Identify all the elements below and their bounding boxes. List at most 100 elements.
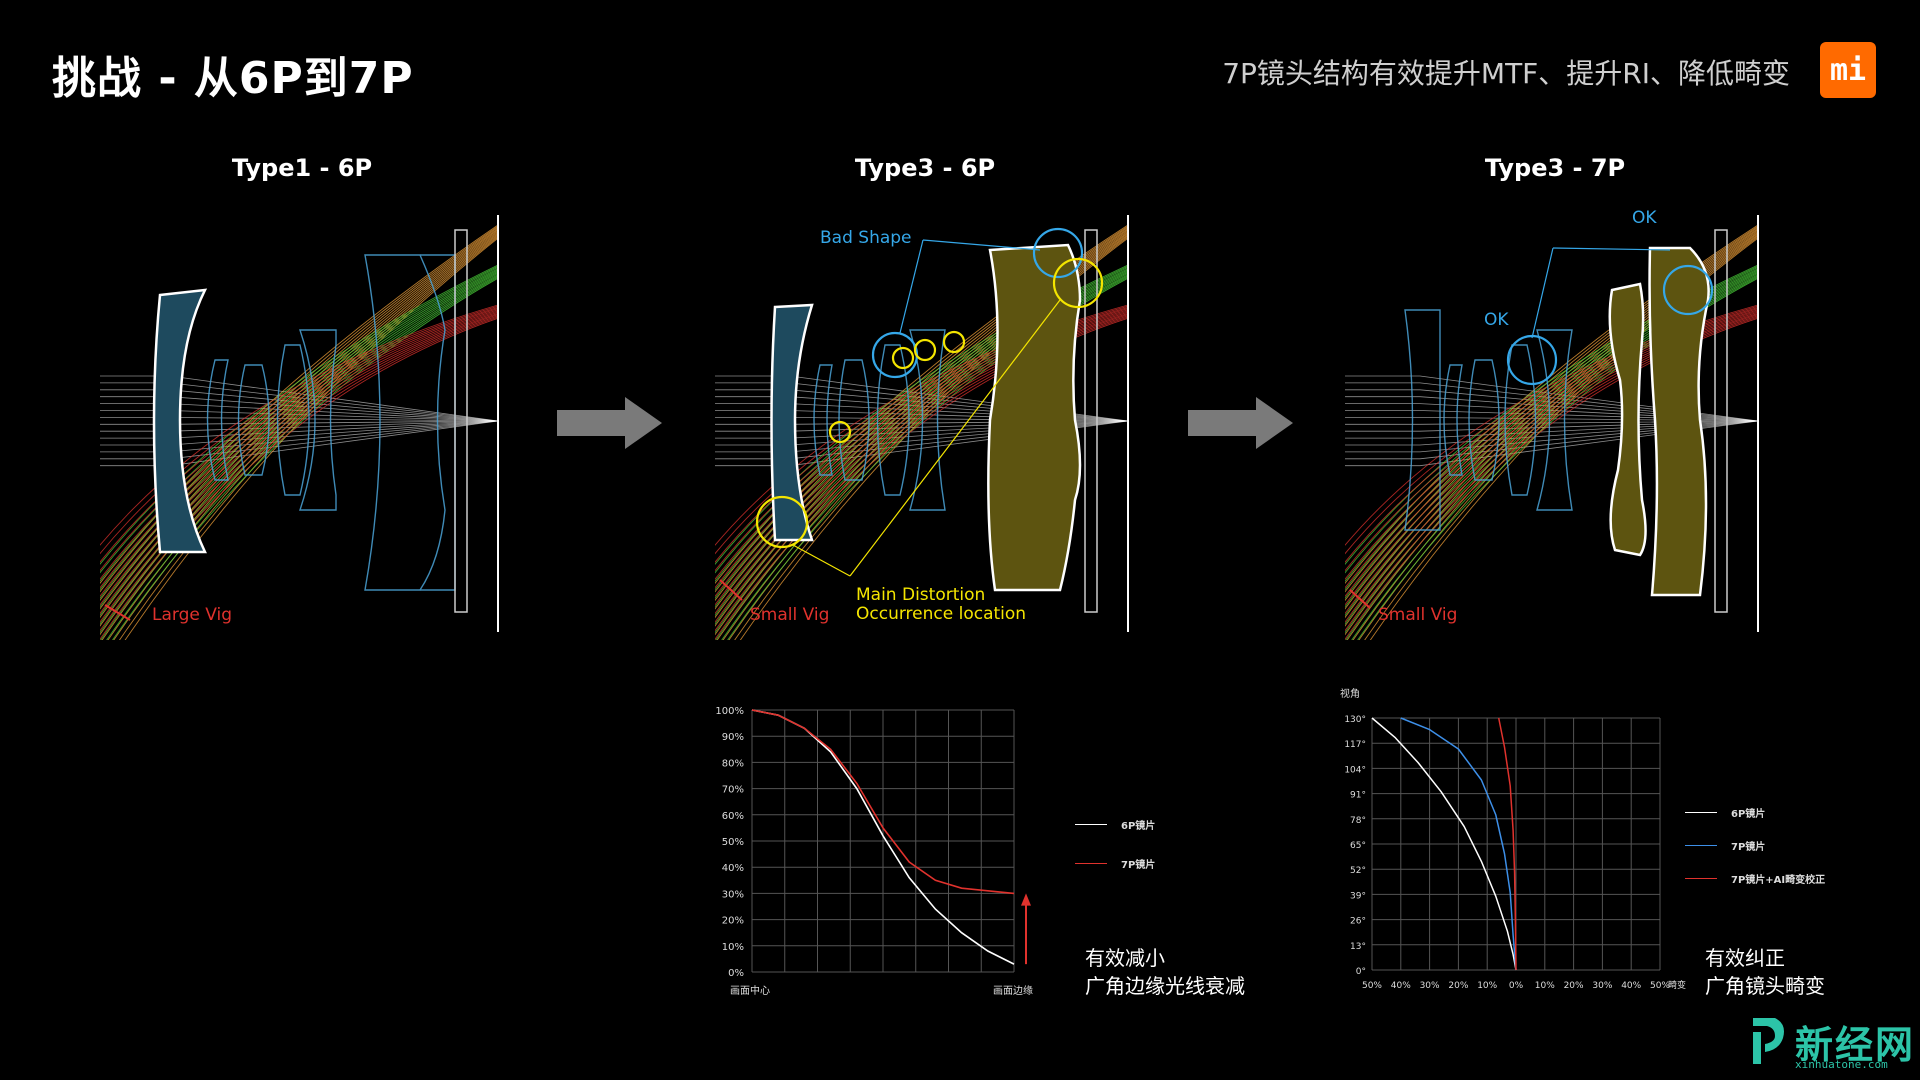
y-tick-label: 20% [722, 916, 744, 927]
oblique-ray [100, 309, 499, 580]
annotation-circles-type3-6p [755, 227, 1104, 549]
watermark-subtext: xinhuatone.com [1795, 1058, 1888, 1071]
lens-elements-type3-6p [813, 329, 946, 511]
chart2-ylabel: 视角 [1340, 689, 1360, 700]
oblique-ray [100, 271, 499, 617]
panel-1-title: Type1 - 6P [231, 154, 373, 182]
filter-plate-type1 [454, 229, 468, 613]
legend-label: 7P镜片 [1731, 842, 1766, 853]
arrow-right-icon [1188, 397, 1293, 449]
oblique-ray [100, 305, 499, 555]
legend-label: 6P镜片 [1121, 821, 1156, 832]
y-tick-label: 65° [1350, 841, 1366, 851]
watermark-logo-icon [1753, 1018, 1784, 1064]
relative-illumination-chart: 100% 90% 80% 70% 60% 50% 40% 30% 20% 10% 0% [715, 706, 1031, 979]
bad-shape-label: Bad Shape [820, 228, 912, 248]
axial-ray [1345, 420, 1759, 460]
ok-label-left: OK [1484, 310, 1509, 330]
legend-label: 6P镜片 [1731, 809, 1766, 820]
x-tick-label: 50% [1362, 981, 1382, 991]
oblique-ray [100, 225, 499, 593]
lens-diagram-type1-6p [100, 215, 499, 640]
vig-label-type3-7p: Small Vig [1378, 605, 1458, 625]
page-subtitle: 7P镜头结构有效提升MTF、提升RI、降低畸变 [1222, 57, 1790, 90]
oblique-ray [100, 314, 499, 615]
x-tick-label: 30% [1592, 981, 1612, 991]
ok-label-top: OK [1632, 208, 1657, 228]
oblique-ray [100, 270, 499, 608]
oblique-ray [100, 266, 499, 582]
legend-swatch [1685, 811, 1717, 814]
lens-diagram-type3-6p [715, 215, 1129, 640]
axial-ray [1345, 420, 1759, 453]
y-tick-label: 100% [715, 706, 744, 717]
y-tick-label: 50% [722, 837, 744, 848]
mi-logo: mi [1820, 42, 1876, 98]
chart1-caption: 有效减小 广角边缘光线衰减 [1085, 944, 1245, 1000]
legend-label: 7P镜片+AI畸变校正 [1731, 875, 1826, 886]
axial-ray [1345, 396, 1759, 422]
light-rays-type1 [100, 224, 499, 640]
y-tick-label: 70% [722, 785, 744, 796]
oblique-ray [100, 308, 499, 572]
y-tick-label: 39° [1350, 891, 1366, 901]
panel-2-title: Type3 - 6P [854, 154, 996, 182]
chart1-legend-item-7p: 7P镜片 [1075, 856, 1155, 871]
chart2-caption-line2: 广角镜头畸变 [1705, 974, 1825, 998]
page-title: 挑战 - 从6P到7P [52, 53, 414, 104]
y-tick-label: 10% [722, 942, 744, 953]
axial-ray [1345, 420, 1759, 432]
oblique-ray [106, 276, 499, 640]
oblique-ray [100, 264, 499, 565]
oblique-ray [100, 227, 499, 602]
chart2-caption: 有效纠正 广角镜头畸变 [1705, 944, 1825, 1000]
x-tick-label: 0% [1509, 981, 1524, 991]
y-tick-label: 80% [722, 758, 744, 769]
chart1-caption-line1: 有效减小 [1085, 946, 1165, 970]
arrow-right-icon [557, 397, 662, 449]
chart2-legend-item-7p-ai: 7P镜片+AI畸变校正 [1685, 871, 1825, 886]
chart2-legend: 6P镜片 7P镜片 7P镜片+AI畸变校正 [1685, 805, 1825, 886]
y-tick-label: 30% [722, 889, 744, 900]
oblique-ray [100, 231, 499, 636]
annotation-lines-type3-6p [792, 239, 1061, 577]
x-tick-label: 40% [1391, 981, 1411, 991]
chart1-x-right-label: 画面边缘 [993, 986, 1033, 997]
filter-plate-type3-7p [1714, 229, 1728, 613]
axial-ray [1345, 417, 1759, 422]
x-tick-label: 40% [1621, 981, 1641, 991]
chart1-legend-item-6p: 6P镜片 [1075, 817, 1155, 832]
oblique-ray [100, 265, 499, 574]
oblique-ray [124, 237, 499, 640]
axial-ray [1345, 420, 1759, 425]
y-tick-label: 130° [1344, 715, 1366, 725]
y-tick-label: 52° [1350, 866, 1366, 876]
vig-marker-type3-6p [719, 579, 743, 601]
oblique-ray [112, 277, 499, 640]
filter-plate-type3-6p [1084, 229, 1098, 613]
y-tick-label: 117° [1344, 740, 1366, 750]
series-line-1 [751, 709, 1015, 895]
axial-ray [1345, 420, 1759, 439]
oblique-ray [100, 230, 499, 627]
oblique-ray [100, 312, 499, 606]
chart1-legend: 6P镜片 7P镜片 [1075, 817, 1155, 871]
chart2-legend-item-6p: 6P镜片 [1685, 805, 1825, 820]
axial-ray [1345, 382, 1759, 422]
arrow-head-icon [1021, 893, 1031, 906]
distortion-chart: 130° 117° 104° 91° 78° 65° 52° 39° 26° 13° 0° 50% 40… [1344, 715, 1686, 991]
chart1-x-left-label: 画面中心 [730, 986, 770, 997]
axial-ray [1345, 375, 1759, 422]
oblique-ray [100, 315, 499, 623]
legend-swatch [1075, 862, 1107, 865]
distortion-label-line1: Main Distortion [856, 585, 986, 605]
rear-lens-bad-shape [987, 243, 1082, 592]
axial-ray [1345, 420, 1759, 446]
axial-ray [1345, 410, 1759, 422]
y-tick-label: 40% [722, 863, 744, 874]
vig-label-type1: Large Vig [152, 605, 233, 625]
x-tick-label: 20% [1448, 981, 1468, 991]
oblique-ray [100, 304, 499, 546]
rear-lens-type3-7p [1648, 246, 1710, 597]
y-tick-label: 90% [722, 732, 744, 743]
